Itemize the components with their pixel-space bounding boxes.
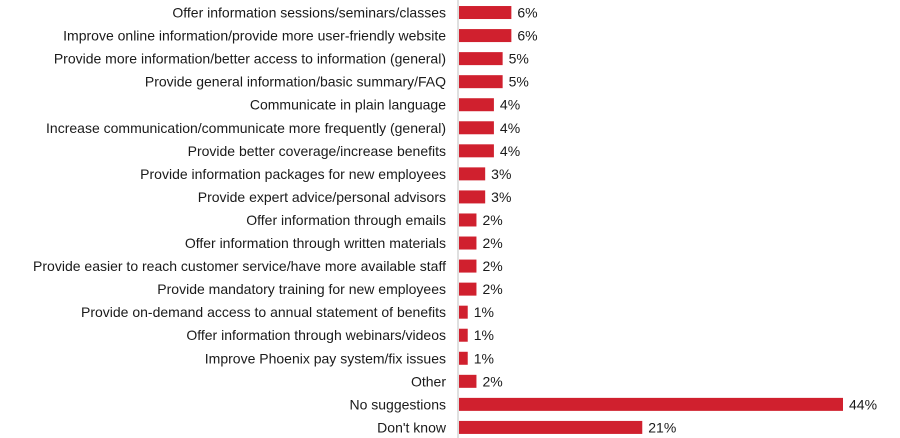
bar	[459, 75, 503, 89]
value-label: 1%	[474, 350, 494, 366]
value-label: 2%	[482, 281, 502, 297]
bars-group: Offer information sessions/seminars/clas…	[33, 5, 877, 436]
bar	[459, 144, 494, 158]
value-label: 5%	[509, 51, 529, 67]
value-label: 44%	[849, 396, 877, 412]
bar	[459, 305, 468, 319]
category-label: Provide general information/basic summar…	[145, 74, 446, 90]
value-label: 6%	[517, 5, 537, 21]
bar	[459, 6, 512, 20]
category-label: Increase communication/communicate more …	[46, 120, 446, 136]
category-label: Provide mandatory training for new emplo…	[157, 281, 446, 297]
category-label: Improve online information/provide more …	[63, 28, 446, 44]
category-label: Don't know	[377, 419, 447, 435]
value-label: 2%	[482, 373, 502, 389]
bar	[459, 397, 843, 411]
value-label: 3%	[491, 189, 511, 205]
category-label: Provide better coverage/increase benefit…	[188, 143, 446, 159]
category-label: Provide easier to reach customer service…	[33, 258, 446, 274]
category-label: Offer information through emails	[246, 212, 446, 228]
bar	[459, 52, 503, 66]
value-label: 6%	[517, 28, 537, 44]
bar	[459, 259, 477, 273]
bar	[459, 29, 512, 43]
value-label: 4%	[500, 97, 520, 113]
category-label: Communicate in plain language	[250, 97, 446, 113]
value-label: 3%	[491, 166, 511, 182]
category-label: Improve Phoenix pay system/fix issues	[205, 350, 446, 366]
category-label: Provide information packages for new emp…	[140, 166, 446, 182]
value-label: 2%	[482, 258, 502, 274]
value-label: 1%	[474, 304, 494, 320]
bar	[459, 328, 468, 342]
bar	[459, 236, 477, 250]
bar	[459, 374, 477, 388]
bar	[459, 190, 486, 204]
category-label: Offer information sessions/seminars/clas…	[172, 5, 446, 21]
category-label: Provide expert advice/personal advisors	[198, 189, 446, 205]
value-label: 21%	[648, 419, 676, 435]
bar	[459, 282, 477, 296]
bar	[459, 213, 477, 227]
value-label: 4%	[500, 120, 520, 136]
value-label: 5%	[509, 74, 529, 90]
category-label: Provide on-demand access to annual state…	[81, 304, 446, 320]
bar	[459, 167, 486, 181]
bar	[459, 351, 468, 365]
value-label: 1%	[474, 327, 494, 343]
value-label: 4%	[500, 143, 520, 159]
category-label: Other	[411, 373, 446, 389]
value-label: 2%	[482, 212, 502, 228]
category-label: Provide more information/better access t…	[54, 51, 446, 67]
bar	[459, 420, 643, 434]
bar	[459, 121, 494, 135]
category-label: Offer information through webinars/video…	[186, 327, 446, 343]
category-label: No suggestions	[349, 396, 446, 412]
bar	[459, 98, 494, 112]
value-label: 2%	[482, 235, 502, 251]
category-label: Offer information through written materi…	[185, 235, 446, 251]
